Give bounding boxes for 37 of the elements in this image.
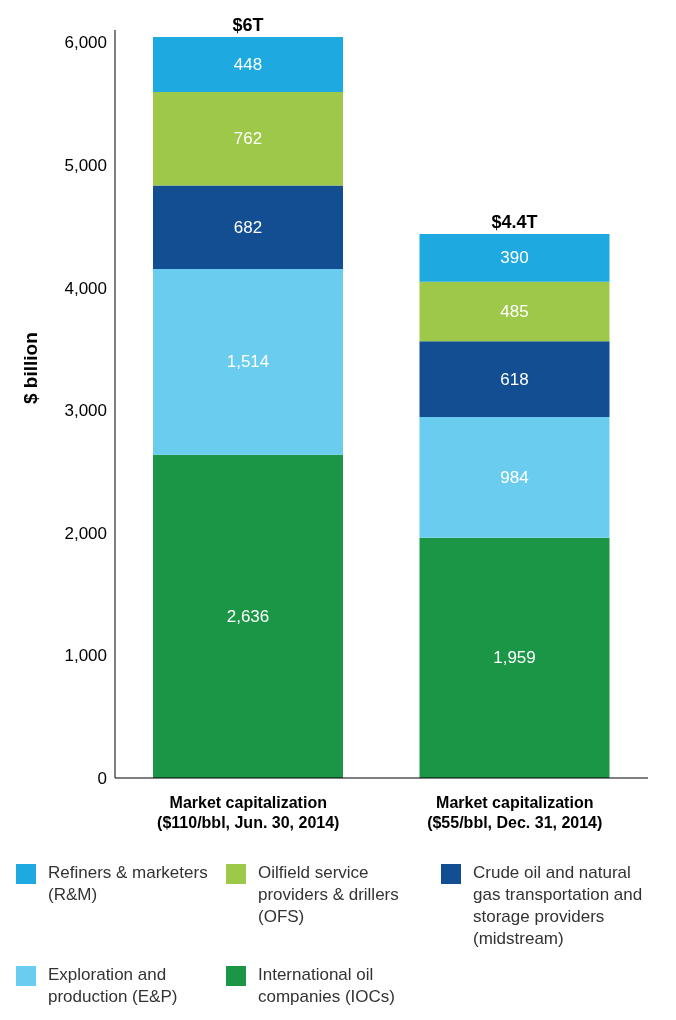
y-tick-label: 6,000 (64, 33, 107, 53)
data-label: 618 (500, 369, 529, 389)
bar (153, 37, 343, 93)
data-label: 390 (500, 248, 529, 268)
y-tick-label: 2,000 (64, 523, 107, 543)
bar (419, 281, 610, 342)
bar (153, 454, 343, 778)
y-tick-label: 0 (97, 769, 107, 789)
data-label: 762 (233, 129, 263, 149)
data-label: 984 (500, 467, 529, 487)
y-tick-label: 5,000 (64, 155, 107, 175)
bar (419, 537, 610, 778)
data-label: 1,959 (493, 648, 536, 668)
data-label: 682 (233, 217, 263, 237)
data-label: 1,514 (226, 352, 270, 372)
data-label: 485 (500, 302, 529, 322)
y-tick-label: 1,000 (64, 646, 107, 666)
legend-label: Crude oil and natural gas transportation and storage providers (midstream) (473, 862, 644, 950)
y-tick-label: 3,000 (64, 401, 107, 421)
legend-label: International oil companies (IOCs) (258, 964, 396, 1008)
x-tick-label: Market capitalization ($110/bbl, Jun. 30, 2014) (157, 794, 340, 831)
bar (419, 234, 610, 282)
bar (153, 269, 343, 455)
data-label: 2,636 (226, 606, 270, 626)
legend-label: Refiners & marketers (R&M) (48, 862, 209, 906)
total-label: $6T (232, 15, 264, 36)
legend-label: Exploration and production (E&P) (48, 964, 179, 1008)
total-label: $4.4T (491, 212, 538, 233)
bar (153, 92, 343, 186)
data-label: 448 (233, 55, 263, 75)
bar (153, 185, 343, 270)
bar (419, 417, 610, 538)
y-tick-label: 4,000 (64, 278, 107, 298)
legend-label: Oilfield service providers & drillers (OFS) (258, 862, 400, 928)
y-axis-title: $ billion (19, 332, 41, 404)
bar (419, 341, 610, 418)
x-tick-label: Market capitalization ($55/bbl, Dec. 31, 2014) (427, 794, 603, 831)
